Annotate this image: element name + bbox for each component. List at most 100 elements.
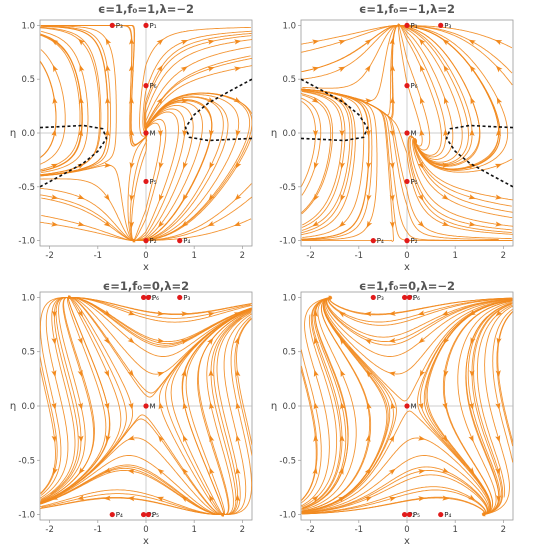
streamline: [41, 25, 117, 176]
critical-point: [143, 22, 149, 28]
flow-arrow: [233, 312, 242, 318]
flow-arrow: [417, 310, 426, 316]
flow-arrow: [158, 161, 164, 170]
flow-arrow: [442, 495, 450, 501]
flow-arrow: [234, 337, 240, 345]
streamline: [185, 311, 246, 516]
flow-arrow: [312, 39, 320, 45]
flow-arrow: [419, 129, 425, 137]
streamline: [40, 27, 101, 176]
critical-point-label: P₆: [413, 294, 420, 302]
critical-point-label: P₁: [150, 22, 157, 30]
flow-arrow: [207, 220, 215, 227]
critical-point: [404, 403, 410, 409]
streamline: [417, 299, 513, 466]
critical-point-label: P₃: [183, 294, 190, 302]
flow-arrow: [494, 39, 503, 46]
flow-arrow: [339, 434, 345, 442]
streamline: [323, 296, 513, 402]
panel-title: ϵ=1,f₀=0,λ=−2: [359, 279, 455, 293]
flow-arrow: [311, 495, 319, 503]
flow-arrow: [469, 129, 475, 137]
critical-point-label: P₅: [150, 178, 157, 186]
flow-arrow: [104, 162, 112, 168]
flow-arrow: [104, 402, 110, 410]
y-axis-label: η: [10, 128, 16, 139]
flow-arrow: [338, 96, 346, 103]
flow-arrow: [157, 129, 163, 137]
streamline: [40, 25, 109, 176]
separatrix-curve: [40, 124, 108, 188]
streamline: [497, 312, 513, 444]
streamline: [492, 308, 513, 463]
streamline: [68, 296, 252, 315]
flow-arrow: [127, 496, 135, 502]
flow-arrow: [389, 162, 395, 170]
critical-point: [140, 511, 147, 518]
flow-arrow: [313, 402, 319, 410]
y-tick-label: -1.0: [279, 237, 296, 247]
flow-arrow: [50, 163, 59, 169]
flow-arrow: [78, 96, 84, 104]
flow-arrow: [419, 96, 425, 105]
streamline: [131, 132, 148, 242]
panel-2: ϵ=1,f₀=−1,λ=2 -2 -1 0 1 2 1.0 0.5 0.0 -0.5 -1.0 x η P…: [271, 2, 514, 273]
flow-arrow: [234, 494, 240, 502]
streamline: [301, 90, 346, 228]
x-tick-label: 1: [191, 251, 196, 261]
y-tick-label: -0.5: [279, 456, 296, 466]
flow-arrow: [441, 193, 449, 200]
flow-arrow: [496, 337, 502, 345]
flow-arrow: [312, 220, 320, 227]
streamline: [337, 93, 513, 235]
critical-point: [145, 511, 152, 518]
flow-arrow: [127, 310, 136, 316]
critical-point: [404, 83, 410, 89]
x-axis-label: x: [143, 262, 149, 273]
critical-point: [143, 238, 149, 244]
streamline: [40, 164, 136, 242]
flow-arrow: [208, 193, 215, 201]
flow-arrow: [388, 371, 396, 377]
y-tick-label: 0.0: [282, 129, 296, 139]
flow-arrow: [441, 434, 448, 442]
flow-arrow: [338, 311, 346, 318]
flow-arrow: [495, 194, 503, 200]
flow-arrow: [103, 495, 111, 501]
flow-arrow: [127, 336, 135, 344]
flow-arrow: [182, 434, 189, 443]
streamline: [197, 309, 252, 516]
critical-point-label: M: [411, 130, 417, 138]
streamline: [40, 34, 81, 171]
streamline: [412, 138, 513, 213]
critical-point-label: M: [411, 403, 417, 411]
flow-arrow: [313, 369, 319, 378]
flow-arrow: [468, 221, 476, 227]
flow-arrow: [339, 161, 346, 170]
streamlines: [40, 294, 252, 518]
streamline: [301, 89, 353, 234]
streamlines: [301, 295, 513, 517]
y-tick-label: 1.0: [21, 293, 35, 303]
critical-point-label: P₄: [183, 237, 190, 245]
critical-point-label: P₃: [377, 294, 384, 302]
flow-arrow: [313, 161, 319, 170]
streamlines: [301, 23, 513, 242]
flow-arrow: [388, 310, 396, 316]
flow-arrow: [77, 337, 83, 345]
streamline: [40, 33, 83, 172]
streamline: [397, 23, 513, 49]
flow-arrow: [181, 311, 189, 317]
flow-arrow: [103, 369, 110, 378]
flow-arrow: [103, 193, 110, 201]
flow-arrow: [441, 221, 450, 226]
flow-arrow: [365, 98, 373, 104]
streamline: [68, 296, 251, 319]
flow-arrow: [470, 96, 476, 105]
flow-arrow: [390, 402, 396, 410]
flow-arrow: [366, 402, 372, 410]
flow-arrow: [207, 337, 214, 345]
flow-arrow: [365, 129, 371, 137]
streamline: [143, 32, 252, 135]
